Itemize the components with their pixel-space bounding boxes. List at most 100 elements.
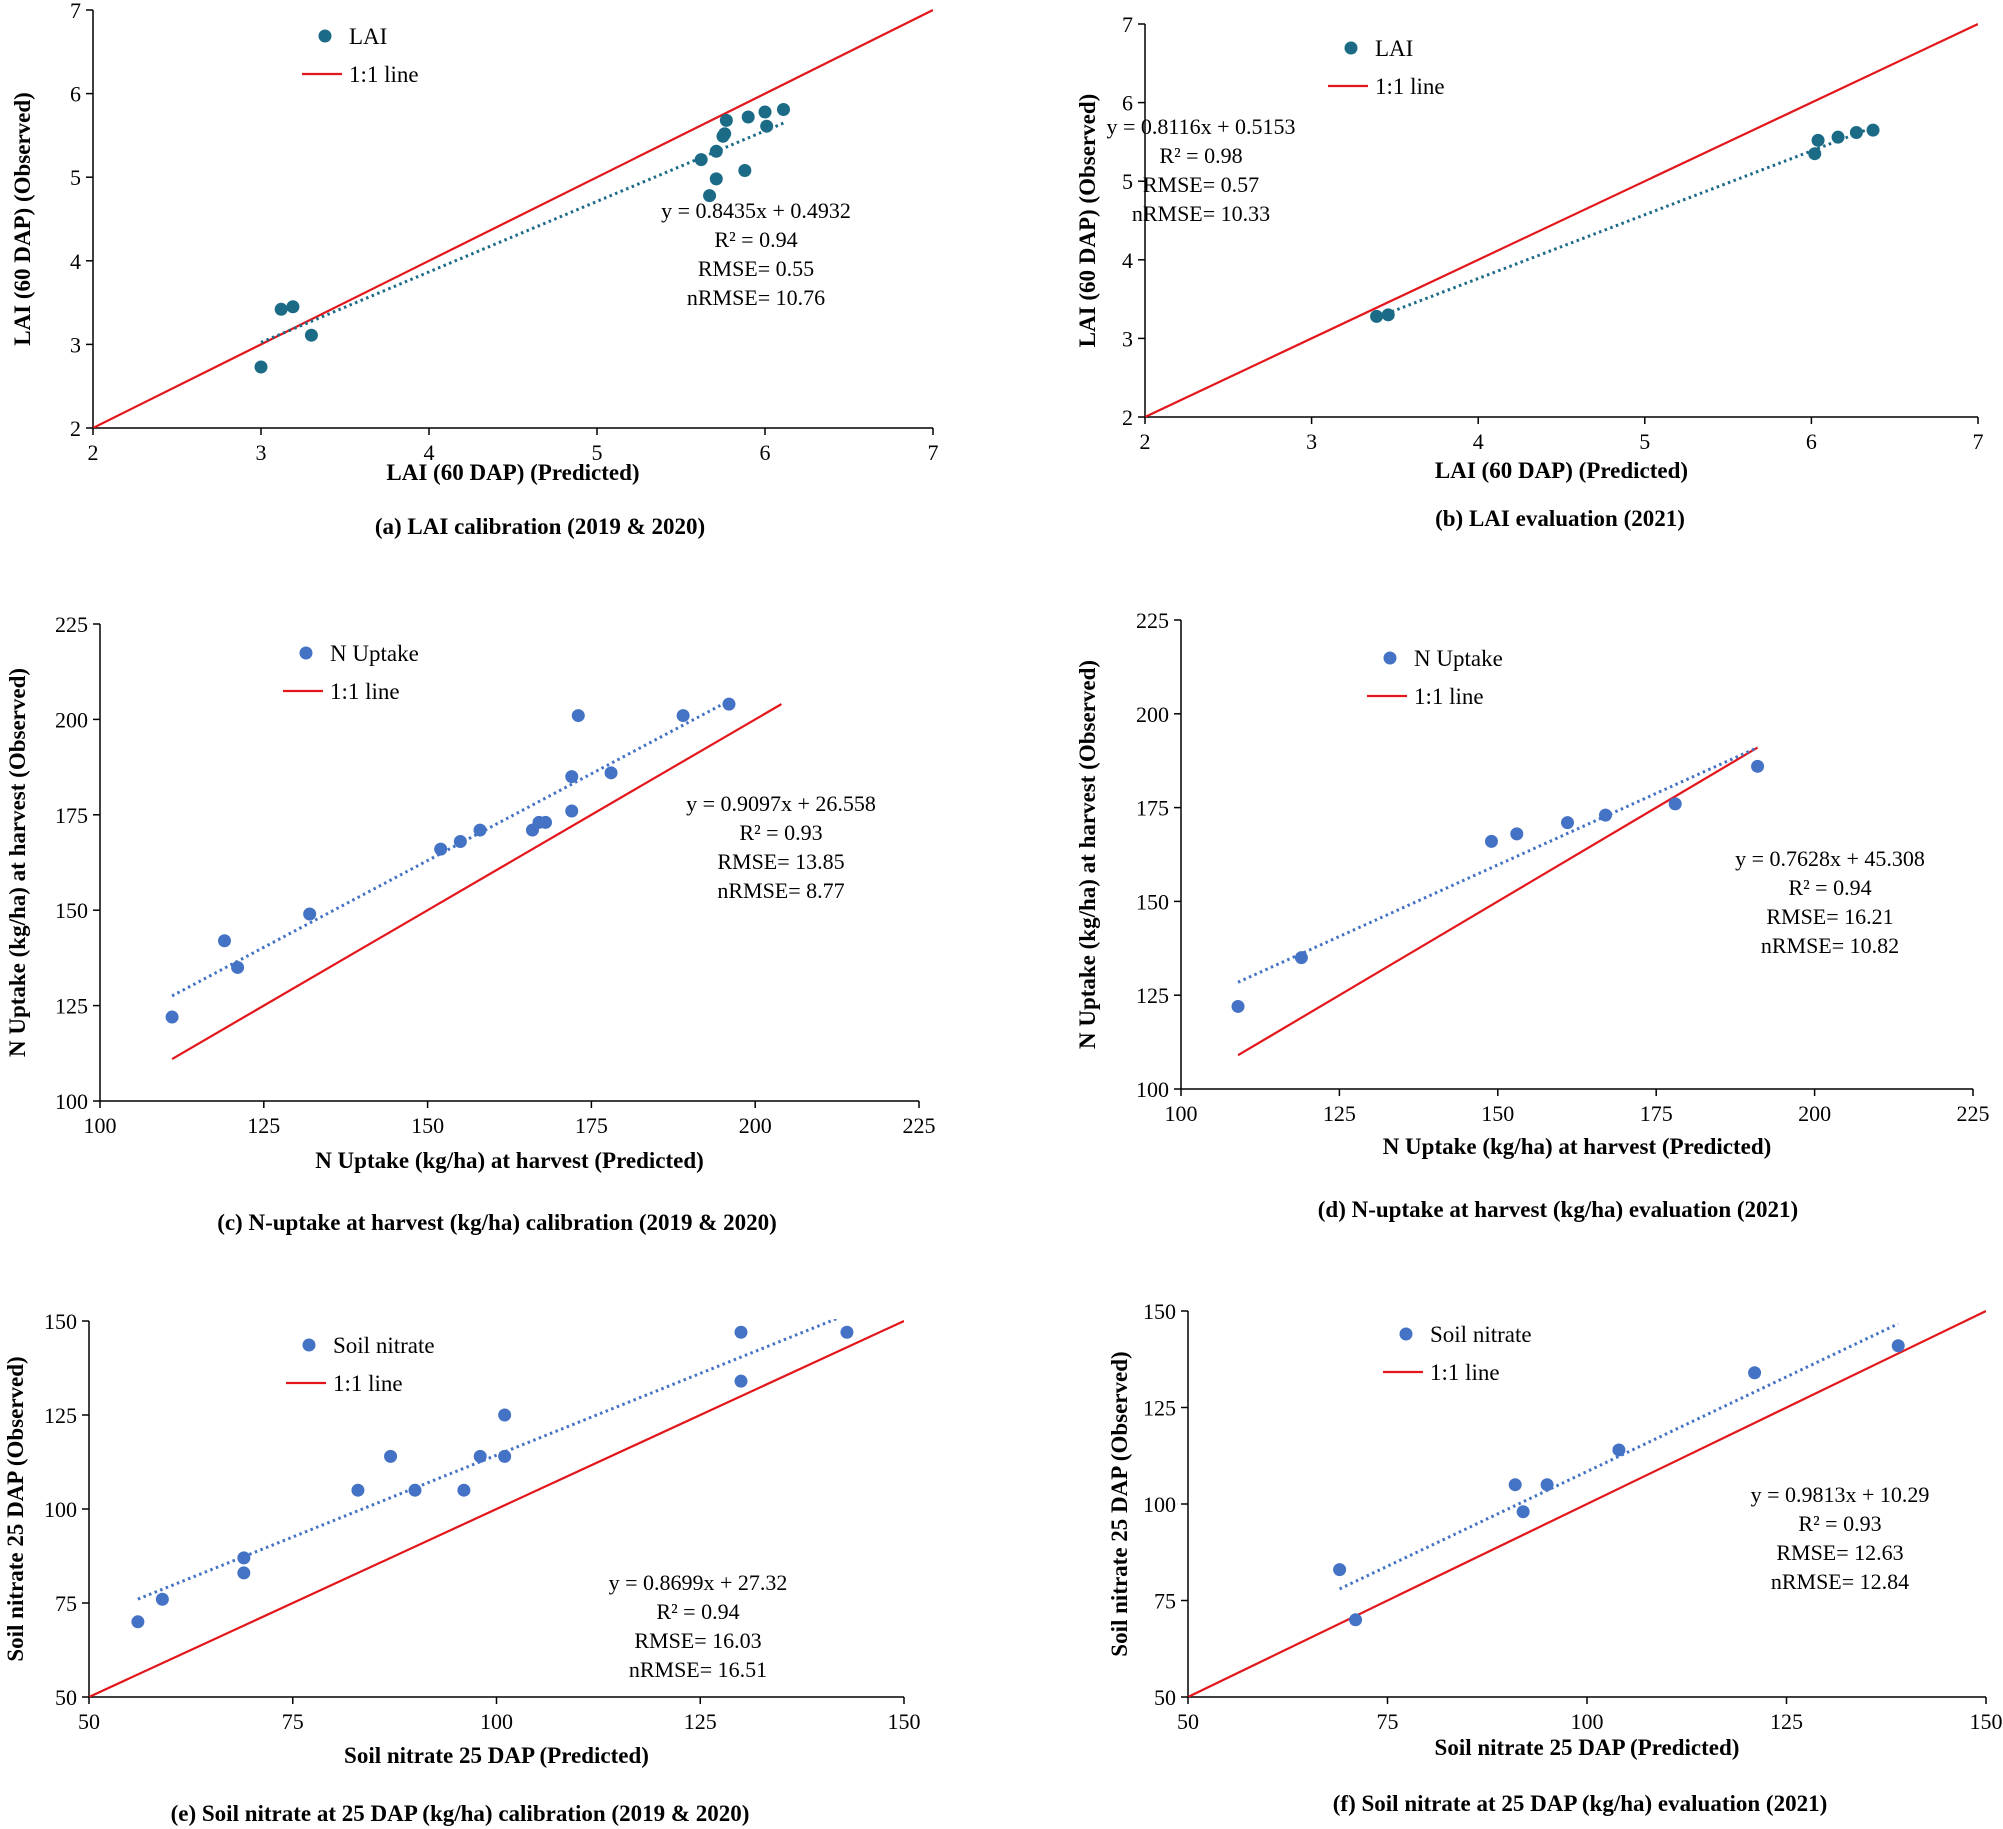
x-tick-label: 150 bbox=[411, 1113, 444, 1138]
chart-caption: (b) LAI evaluation (2021) bbox=[1435, 506, 1685, 531]
data-point bbox=[408, 1483, 422, 1497]
y-tick-label: 50 bbox=[1154, 1685, 1176, 1710]
legend-label: Soil nitrate bbox=[1430, 1322, 1532, 1347]
data-point bbox=[676, 709, 690, 723]
data-point bbox=[1333, 1563, 1347, 1577]
y-tick-label: 100 bbox=[1143, 1492, 1176, 1517]
data-point bbox=[1831, 130, 1845, 144]
chart-e: 50 75 100 125 150 50 75 100 125 150 Soil nitrate 1:… bbox=[3, 1309, 921, 1826]
x-axis-title: Soil nitrate 25 DAP (Predicted) bbox=[1435, 1735, 1740, 1760]
data-point bbox=[718, 127, 732, 141]
x-tick-label: 4 bbox=[424, 440, 435, 465]
x-tick-label: 7 bbox=[1973, 429, 1984, 454]
data-point bbox=[734, 1325, 748, 1339]
data-point bbox=[1668, 797, 1682, 811]
x-axis-title: N Uptake (kg/ha) at harvest (Predicted) bbox=[315, 1148, 704, 1173]
y-tick-label: 125 bbox=[44, 1403, 77, 1428]
legend-line-label: 1:1 line bbox=[1430, 1360, 1500, 1385]
regression-annotation: R² = 0.94 bbox=[1788, 875, 1871, 900]
regression-annotation: y = 0.9813x + 10.29 bbox=[1751, 1482, 1930, 1507]
y-tick-label: 2 bbox=[1122, 405, 1133, 430]
x-tick-label: 125 bbox=[247, 1113, 280, 1138]
y-axis-title: N Uptake (kg/ha) at harvest (Observed) bbox=[5, 668, 30, 1057]
x-axis-title: LAI (60 DAP) (Predicted) bbox=[1435, 458, 1688, 483]
regression-annotation: R² = 0.93 bbox=[739, 820, 822, 845]
data-point bbox=[1560, 816, 1574, 830]
y-axis-title: Soil nitrate 25 DAP (Observed) bbox=[3, 1356, 28, 1661]
regression-annotation: nRMSE= 10.76 bbox=[687, 285, 825, 310]
data-point bbox=[760, 119, 774, 133]
x-tick-label: 6 bbox=[760, 440, 771, 465]
x-tick-label: 200 bbox=[739, 1113, 772, 1138]
regression-annotation: y = 0.7628x + 45.308 bbox=[1735, 846, 1925, 871]
data-point bbox=[473, 823, 487, 837]
regression-annotation: RMSE= 16.03 bbox=[634, 1628, 761, 1653]
data-point bbox=[1231, 999, 1245, 1013]
y-tick-label: 3 bbox=[1122, 326, 1133, 351]
y-tick-label: 150 bbox=[1143, 1299, 1176, 1324]
regression-annotation: RMSE= 0.55 bbox=[698, 256, 814, 281]
data-point bbox=[1484, 834, 1498, 848]
chart-d: 100 125 150 175 200 225 100 125 150 175 200 225 N Up… bbox=[1075, 608, 1990, 1222]
regression-annotation: R² = 0.94 bbox=[714, 227, 797, 252]
chart-caption: (a) LAI calibration (2019 & 2020) bbox=[375, 514, 705, 539]
y-axis-title: Soil nitrate 25 DAP (Observed) bbox=[1107, 1351, 1132, 1656]
chart-caption: (f) Soil nitrate at 25 DAP (kg/ha) evalu… bbox=[1333, 1791, 1827, 1816]
data-point bbox=[709, 144, 723, 158]
data-point bbox=[1748, 1366, 1762, 1380]
regression-annotation: y = 0.8116x + 0.5153 bbox=[1107, 114, 1296, 139]
data-point bbox=[734, 1374, 748, 1388]
one-to-one-line bbox=[171, 703, 782, 1060]
y-tick-label: 150 bbox=[44, 1309, 77, 1334]
data-point bbox=[1808, 147, 1822, 161]
data-point bbox=[694, 153, 708, 167]
x-tick-label: 50 bbox=[78, 1709, 100, 1734]
regression-annotation: nRMSE= 12.84 bbox=[1771, 1569, 1909, 1594]
data-point bbox=[1599, 808, 1613, 822]
data-point bbox=[384, 1449, 398, 1463]
data-point bbox=[1294, 951, 1308, 965]
x-tick-label: 150 bbox=[888, 1709, 921, 1734]
regression-annotation: y = 0.8699x + 27.32 bbox=[609, 1570, 788, 1595]
legend-marker bbox=[1344, 41, 1358, 55]
data-point bbox=[776, 102, 790, 116]
data-point bbox=[303, 907, 317, 921]
data-point bbox=[453, 835, 467, 849]
x-tick-label: 225 bbox=[903, 1113, 936, 1138]
x-tick-label: 200 bbox=[1798, 1101, 1831, 1126]
data-point bbox=[758, 105, 772, 119]
y-tick-label: 225 bbox=[1136, 608, 1169, 633]
x-tick-label: 5 bbox=[1639, 429, 1650, 454]
y-tick-label: 100 bbox=[44, 1497, 77, 1522]
one-to-one-line bbox=[1145, 23, 1978, 417]
y-tick-label: 125 bbox=[1143, 1396, 1176, 1421]
trend-line bbox=[1237, 746, 1759, 984]
y-axis-title: LAI (60 DAP) (Observed) bbox=[10, 92, 35, 346]
regression-annotation: RMSE= 13.85 bbox=[717, 849, 844, 874]
x-tick-label: 150 bbox=[1481, 1101, 1514, 1126]
data-point bbox=[571, 709, 585, 723]
regression-annotation: R² = 0.98 bbox=[1159, 143, 1242, 168]
x-tick-label: 100 bbox=[1165, 1101, 1198, 1126]
legend-marker bbox=[318, 29, 332, 43]
data-point bbox=[1612, 1443, 1626, 1457]
y-tick-label: 75 bbox=[1154, 1589, 1176, 1614]
data-point bbox=[1751, 759, 1765, 773]
y-tick-label: 125 bbox=[1136, 983, 1169, 1008]
chart-caption: (e) Soil nitrate at 25 DAP (kg/ha) calib… bbox=[171, 1801, 750, 1826]
data-point bbox=[1370, 309, 1384, 323]
data-point bbox=[434, 842, 448, 856]
legend-marker bbox=[302, 1338, 316, 1352]
legend-line-label: 1:1 line bbox=[1414, 684, 1484, 709]
x-tick-label: 75 bbox=[1377, 1709, 1399, 1734]
x-axis-title: Soil nitrate 25 DAP (Predicted) bbox=[344, 1743, 649, 1768]
y-tick-label: 3 bbox=[70, 332, 81, 357]
data-point bbox=[1849, 125, 1863, 139]
data-point bbox=[254, 360, 268, 374]
chart-b: 2 3 4 5 6 7 2 3 4 5 6 7 LAI 1:1 line y = 0.8116x + 0.5… bbox=[1075, 12, 1984, 531]
y-tick-label: 7 bbox=[70, 0, 81, 23]
legend-label: Soil nitrate bbox=[333, 1333, 435, 1358]
legend-marker bbox=[1399, 1327, 1413, 1341]
x-axis-title: N Uptake (kg/ha) at harvest (Predicted) bbox=[1383, 1134, 1772, 1159]
